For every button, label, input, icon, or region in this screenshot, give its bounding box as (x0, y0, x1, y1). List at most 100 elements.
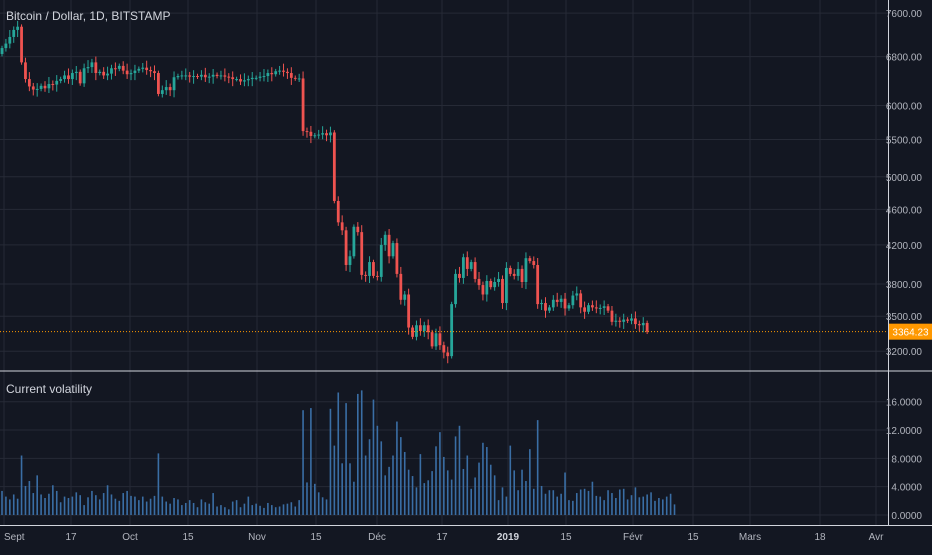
volatility-axis: 16.0000 12.0000 8.0000 4.0000 0.0000 (886, 398, 923, 522)
volatility-bar (169, 503, 171, 515)
candle (0, 45, 4, 57)
candle (203, 67, 207, 82)
volatility-bar (626, 499, 629, 515)
volatility-bar (224, 507, 226, 515)
candle (344, 226, 348, 271)
candle-body (587, 305, 590, 312)
time-tick-label: 15 (310, 532, 322, 543)
candle (504, 262, 508, 311)
candle (567, 302, 571, 311)
candle-body (24, 62, 27, 80)
candle-body (278, 70, 282, 72)
volatility-bar (521, 469, 523, 515)
chart-title: Bitcoin / Dollar, 1D, BITSTAMP (6, 9, 171, 23)
candle-body (90, 62, 94, 68)
candle-body (469, 262, 473, 269)
candle-body (434, 333, 438, 347)
candle (98, 69, 102, 76)
candle-body (106, 73, 109, 76)
candle-body (356, 226, 360, 233)
candle-body (340, 222, 344, 231)
volatility-bar (478, 462, 480, 515)
volatility-bar (20, 455, 23, 515)
candle-body (411, 327, 414, 337)
candle-body (618, 320, 622, 322)
candle-body (309, 131, 313, 136)
volatility-bar (200, 499, 203, 515)
volatility-bar (298, 500, 300, 515)
candle-body (70, 73, 74, 80)
candle-body (321, 133, 325, 135)
candle-body (125, 70, 129, 75)
volatility-bar (71, 496, 74, 515)
candle-body (145, 67, 149, 71)
candle-body (403, 294, 407, 300)
candle (133, 64, 137, 81)
volatility-bar (579, 489, 582, 515)
candle (493, 277, 497, 291)
candle-body (575, 293, 579, 296)
candle-body (332, 132, 336, 201)
volatility-bar (263, 507, 265, 515)
candle (125, 63, 129, 79)
candle-body (508, 267, 512, 274)
candle (102, 67, 106, 79)
time-tick-label: 2019 (497, 532, 520, 543)
candle-body (4, 43, 8, 49)
volatility-bar (443, 456, 445, 515)
candle-body (16, 26, 20, 30)
volatility-bar (611, 493, 613, 515)
candle-body (461, 257, 465, 278)
candle (579, 289, 583, 314)
candle (243, 73, 246, 87)
candle-body (477, 278, 481, 286)
candle-body (297, 78, 301, 80)
candle (35, 83, 39, 97)
candle (192, 70, 195, 84)
volatility-bar (286, 503, 289, 515)
time-tick-label: 15 (182, 532, 194, 543)
price-tick-label: 5500.00 (886, 136, 923, 147)
volatility-tick-label: 4.0000 (891, 483, 922, 494)
candle-body (51, 83, 55, 85)
candle (305, 127, 309, 138)
volatility-bar (118, 500, 121, 515)
candle (587, 302, 590, 315)
volatility-bar (474, 477, 476, 515)
volatility-bar (165, 501, 168, 515)
candle (246, 75, 250, 87)
candle-body (375, 275, 379, 277)
candle (289, 67, 293, 85)
volatility-bar (341, 463, 343, 515)
candle (614, 313, 618, 327)
volatility-bar (1, 490, 3, 515)
candle (461, 253, 465, 284)
candle-body (121, 65, 125, 71)
volatility-bar (497, 500, 500, 515)
volatility-bar (634, 487, 637, 515)
candle (90, 58, 94, 73)
candle (415, 320, 418, 341)
candle-body (614, 320, 618, 322)
volatility-bar (126, 490, 128, 515)
volatility-bar (36, 475, 38, 515)
candle (78, 69, 82, 86)
candle (329, 126, 332, 143)
candle-body (418, 325, 422, 331)
candle (110, 64, 113, 80)
candle (24, 57, 27, 83)
candle-body (313, 135, 317, 137)
candle-body (489, 280, 493, 288)
candle-body (559, 298, 563, 302)
candle (442, 341, 446, 359)
volatility-bar (548, 490, 551, 515)
candle-body (520, 268, 524, 283)
volatility-bar (388, 466, 390, 515)
volatility-bar (231, 501, 234, 515)
volatility-bar (75, 492, 78, 515)
candle (219, 70, 223, 80)
volatility-bar (532, 488, 535, 515)
volatility-bar (278, 506, 281, 515)
volatility-bar (486, 447, 488, 515)
